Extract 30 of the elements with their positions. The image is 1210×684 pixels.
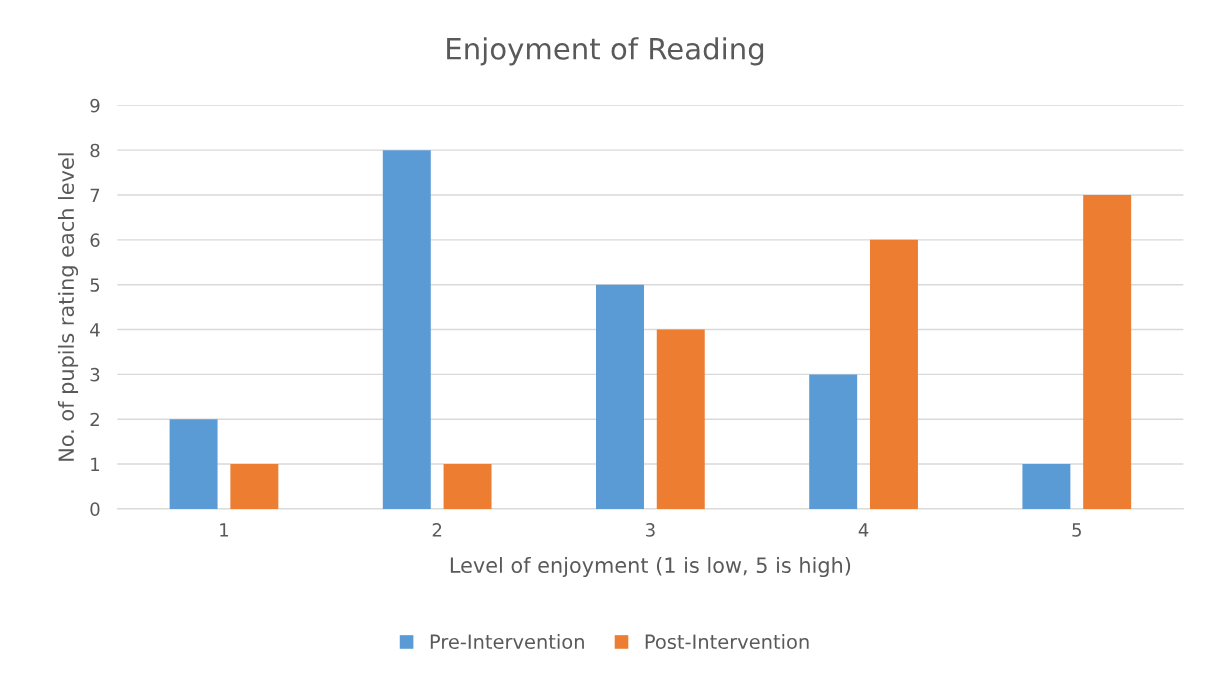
chart-title: Enjoyment of Reading (447, 37, 764, 66)
bar (809, 374, 858, 509)
x-tick-label: 1 (220, 523, 229, 537)
bar (656, 329, 705, 509)
y-axis-title: No. of pupils rating each level (57, 153, 79, 461)
y-tick-label: 1 (91, 457, 100, 471)
bar (869, 239, 918, 509)
bar (596, 284, 644, 509)
y-tick-label: 2 (90, 412, 99, 427)
bar (1083, 195, 1132, 509)
y-tick-label: 3 (90, 367, 100, 382)
x-tick-label: 3 (646, 523, 655, 537)
legend-label: Post-Intervention (645, 634, 809, 650)
bar (169, 419, 218, 509)
bar (382, 150, 431, 509)
y-tick-label: 4 (90, 323, 100, 337)
x-tick-label: 4 (858, 523, 869, 537)
x-axis-title: Level of enjoyment (1 is low, 5 is high) (450, 556, 851, 578)
x-tick-label: 5 (1072, 523, 1081, 537)
bar (1022, 464, 1071, 509)
y-tick-label: 8 (90, 143, 100, 158)
y-tick-label: 7 (90, 188, 100, 202)
legend-label: Pre-Intervention (430, 634, 584, 650)
y-tick-label: 9 (90, 98, 100, 113)
y-tick-label: 6 (90, 233, 100, 247)
bar (443, 464, 492, 509)
y-tick-label: 0 (90, 502, 100, 517)
x-tick-label: 2 (432, 523, 442, 537)
bar (230, 464, 279, 509)
y-tick-label: 5 (90, 278, 100, 292)
